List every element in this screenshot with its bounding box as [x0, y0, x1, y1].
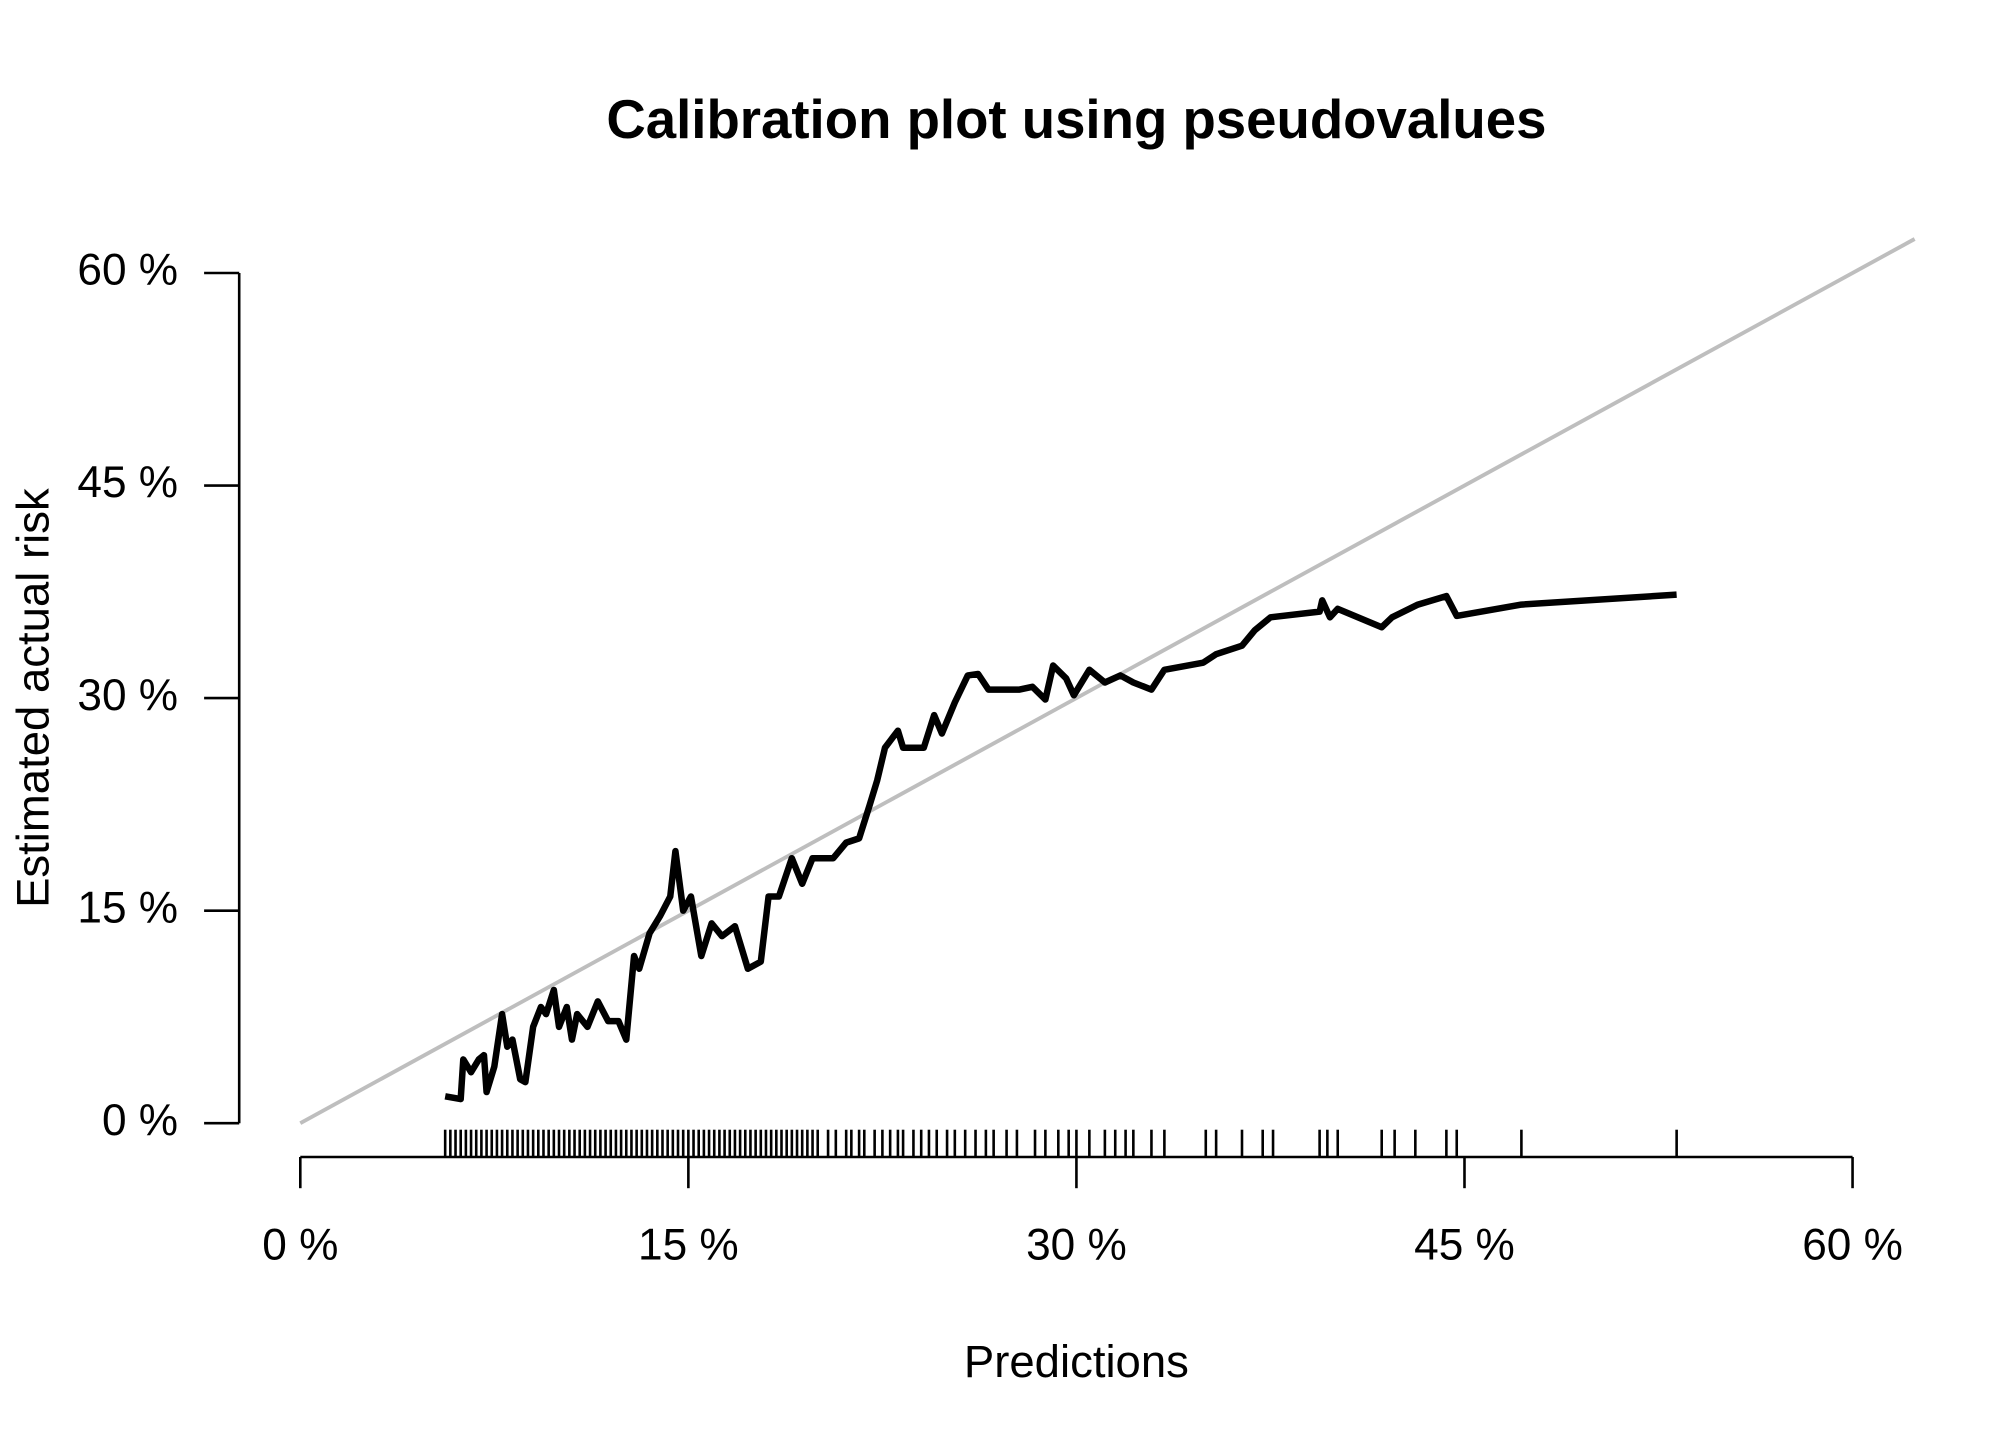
x-axis-label: Predictions: [964, 1336, 1189, 1387]
y-tick-label: 0 %: [102, 1096, 178, 1145]
x-tick-label: 45 %: [1414, 1221, 1515, 1270]
x-tick-label: 15 %: [638, 1221, 739, 1270]
x-tick-label: 0 %: [262, 1221, 338, 1270]
y-tick-label: 45 %: [77, 458, 178, 507]
chart-title: Calibration plot using pseudovalues: [606, 89, 1546, 150]
y-axis-label: Estimated actual risk: [7, 488, 58, 908]
calibration-line: [444, 591, 1677, 1103]
x-tick-label: 30 %: [1026, 1221, 1127, 1270]
y-tick-label: 30 %: [77, 671, 178, 720]
x-tick-label: 60 %: [1802, 1221, 1903, 1270]
y-tick-label: 60 %: [77, 246, 178, 295]
y-tick-label: 15 %: [77, 883, 178, 932]
